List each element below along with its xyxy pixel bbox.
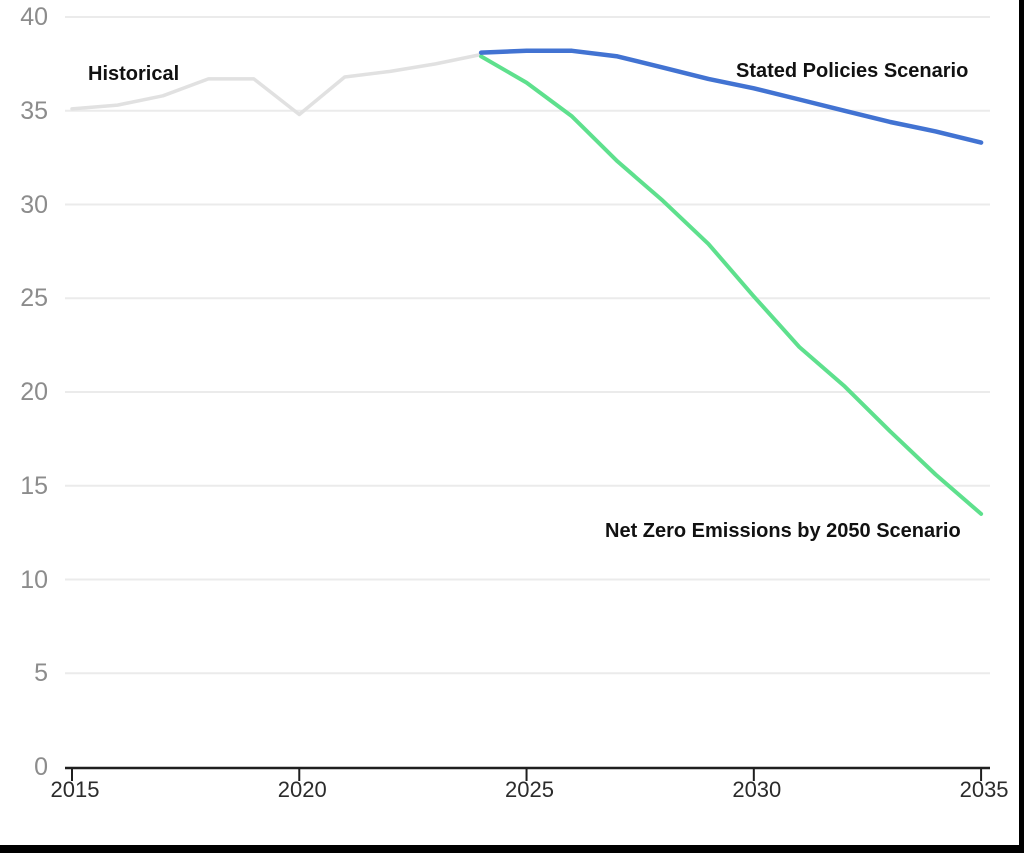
y-tick-label-20: 20 [20, 378, 48, 406]
y-tick-label-40: 40 [20, 3, 48, 31]
y-tick-label-0: 0 [34, 753, 48, 781]
x-tick-label-2020: 2020 [277, 777, 327, 802]
y-tick-label-25: 25 [20, 284, 48, 313]
y-tick-label-30: 30 [20, 190, 48, 219]
x-tick-label-2025: 2025 [505, 777, 554, 802]
x-tick-label-2015: 2015 [50, 777, 100, 802]
series-line-historical [70, 52, 483, 117]
historical-series-label: Historical [88, 63, 180, 85]
net-zero-series-label: Net Zero Emissions by 2050 Scenario [605, 520, 961, 542]
y-tick-label-10: 10 [20, 565, 48, 594]
x-tick-label-2030: 2030 [732, 777, 782, 802]
series-line-stated-policies-scenario [478, 48, 984, 145]
y-tick-label-5: 5 [34, 659, 48, 688]
x-tick-label-2035: 2035 [959, 777, 1009, 802]
y-tick-label-15: 15 [20, 471, 48, 500]
stated-policies-series-label: Stated Policies Scenario [736, 60, 969, 82]
series-line-net-zero-emissions-by-2050-scenario [479, 54, 984, 516]
y-tick-label-35: 35 [20, 96, 48, 125]
